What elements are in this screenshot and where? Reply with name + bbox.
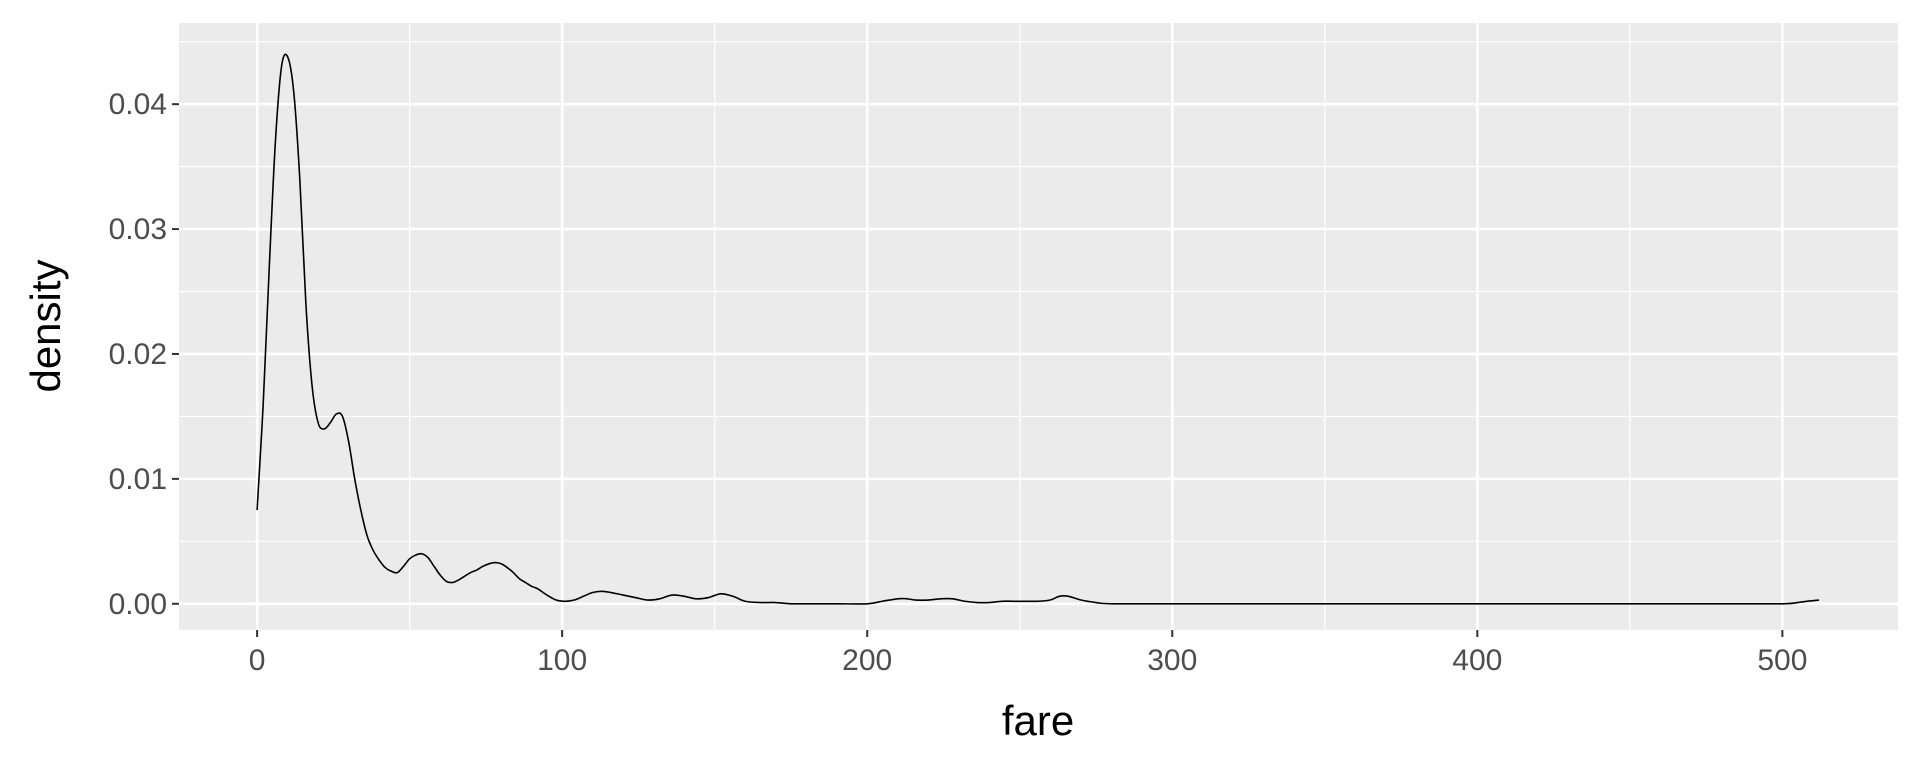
x-tick-label: 500 <box>1757 644 1807 677</box>
y-axis-title: density <box>22 259 69 392</box>
grid-major <box>179 23 1898 630</box>
density-line <box>256 53 1820 605</box>
y-tick-label: 0.03 <box>109 213 167 246</box>
x-axis-title: fare <box>1002 697 1074 744</box>
x-tick-label: 100 <box>537 644 587 677</box>
plot-panel <box>179 23 1898 630</box>
grid-minor <box>179 23 1898 630</box>
x-axis: 0 100 200 300 400 500 <box>249 630 1807 677</box>
x-tick-label: 0 <box>249 644 266 677</box>
y-tick-label: 0.01 <box>109 463 167 496</box>
y-tick-label: 0.04 <box>109 88 167 121</box>
x-tick-label: 200 <box>842 644 892 677</box>
y-axis: 0.00 0.01 0.02 0.03 0.04 <box>109 88 179 621</box>
x-tick-label: 400 <box>1452 644 1502 677</box>
y-tick-label: 0.00 <box>109 588 167 621</box>
y-tick-label: 0.02 <box>109 338 167 371</box>
x-tick-label: 300 <box>1147 644 1197 677</box>
